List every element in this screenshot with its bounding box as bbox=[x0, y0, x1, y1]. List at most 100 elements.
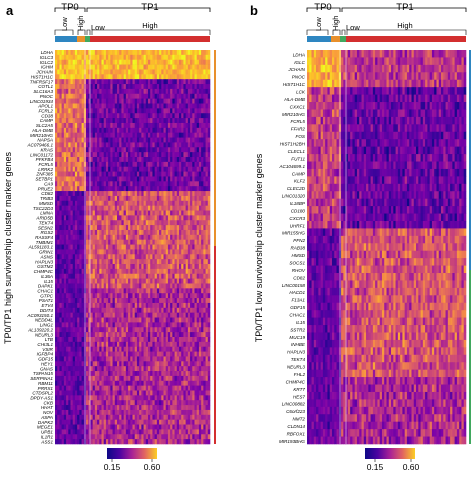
heatmap-a-cell bbox=[63, 307, 67, 313]
heatmap-a-cell bbox=[136, 210, 140, 216]
heatmap-a-cell bbox=[97, 118, 100, 124]
heatmap-a-cell bbox=[86, 356, 89, 362]
heatmap-a-cell bbox=[172, 176, 175, 182]
heatmap-a-cell bbox=[59, 317, 62, 323]
heatmap-a-cell bbox=[59, 200, 62, 206]
heatmap-a-cell bbox=[117, 293, 120, 299]
heatmap-a-cell bbox=[59, 264, 62, 270]
heatmap-a-cell bbox=[156, 84, 160, 90]
heatmap-a-cell bbox=[139, 366, 142, 372]
heatmap-a-cell bbox=[181, 268, 184, 275]
heatmap-a-cell bbox=[86, 288, 89, 294]
heatmap-a-cell bbox=[181, 171, 184, 177]
heatmap-a-cell bbox=[170, 312, 173, 318]
heatmap-a-cell bbox=[150, 205, 153, 211]
heatmap-a-cell bbox=[92, 366, 96, 372]
heatmap-a-cell bbox=[150, 98, 153, 104]
heatmap-a-cell bbox=[196, 375, 200, 382]
heatmap-a-cell bbox=[77, 361, 80, 367]
heatmap-a-cell bbox=[167, 74, 171, 80]
heatmap-a-cell bbox=[77, 79, 80, 85]
heatmap-a-cell bbox=[55, 254, 58, 260]
heatmap-a-cell bbox=[165, 98, 169, 104]
heatmap-a-cell bbox=[74, 157, 78, 163]
heatmap-a-cell bbox=[88, 317, 91, 323]
heatmap-a-cell bbox=[72, 93, 76, 99]
heatmap-a-cell bbox=[112, 200, 116, 206]
heatmap-a-cell bbox=[66, 239, 69, 245]
heatmap-a-cell bbox=[165, 79, 169, 85]
heatmap-a-cell bbox=[101, 293, 105, 299]
heatmap-a-cell bbox=[110, 327, 113, 333]
heatmap-a-cell bbox=[123, 371, 127, 377]
heatmap-a-cell bbox=[72, 336, 76, 343]
heatmap-a-cell bbox=[123, 234, 127, 240]
heatmap-a-cell bbox=[167, 50, 171, 56]
heatmap-a-cell bbox=[97, 132, 100, 138]
heatmap-a-cell bbox=[114, 215, 118, 221]
heatmap-a-cell bbox=[156, 152, 160, 158]
heatmap-a-cell bbox=[125, 380, 129, 386]
heatmap-a-cell bbox=[148, 278, 151, 284]
heatmap-a-cell bbox=[92, 132, 96, 138]
heatmap-a-cell bbox=[117, 225, 120, 231]
heatmap-a-cell bbox=[185, 205, 189, 211]
heatmap-a-cell bbox=[74, 259, 78, 265]
heatmap-a-cell bbox=[156, 215, 160, 221]
heatmap-a-cell bbox=[167, 64, 171, 70]
heatmap-a-cell bbox=[203, 98, 206, 104]
heatmap-a-cell bbox=[112, 74, 116, 80]
heatmap-a-cell bbox=[68, 322, 71, 328]
heatmap-a-cell bbox=[70, 118, 74, 124]
heatmap-a-cell bbox=[181, 244, 184, 250]
heatmap-a-cell bbox=[145, 161, 149, 168]
heatmap-a-cell bbox=[145, 137, 149, 143]
heatmap-a-cell bbox=[81, 122, 85, 129]
heatmap-a-cell bbox=[108, 327, 111, 333]
heatmap-a-cell bbox=[61, 356, 65, 362]
heatmap-a-cell bbox=[205, 195, 209, 202]
heatmap-a-cell bbox=[125, 166, 129, 172]
heatmap-a-cell bbox=[148, 341, 151, 348]
heatmap-a-cell bbox=[203, 239, 206, 245]
heatmap-a-cell bbox=[196, 351, 200, 357]
heatmap-a-cell bbox=[203, 132, 206, 138]
heatmap-a-cell bbox=[141, 268, 144, 275]
heatmap-a-cell bbox=[176, 147, 180, 153]
heatmap-a-cell bbox=[90, 229, 93, 236]
heatmap-a-cell bbox=[203, 356, 206, 362]
heatmap-a-cell bbox=[161, 93, 164, 99]
heatmap-a-cell bbox=[86, 298, 89, 304]
heatmap-a-cell bbox=[156, 351, 160, 357]
heatmap-a-cell bbox=[99, 157, 102, 163]
heatmap-a-cell bbox=[94, 312, 98, 318]
heatmap-a-cell bbox=[103, 361, 107, 367]
heatmap-a-cell bbox=[154, 375, 158, 382]
heatmap-a-cell bbox=[130, 142, 133, 148]
heatmap-a-cell bbox=[150, 176, 153, 182]
heatmap-a-cell bbox=[92, 69, 96, 75]
heatmap-a-cell bbox=[119, 200, 122, 206]
heatmap-a-cell bbox=[148, 346, 151, 352]
heatmap-a-cell bbox=[132, 273, 136, 279]
heatmap-a-cell bbox=[101, 195, 105, 202]
heatmap-a-cell bbox=[86, 79, 89, 85]
heatmap-a-cell bbox=[61, 234, 65, 240]
heatmap-a-cell bbox=[136, 171, 140, 177]
heatmap-a-cell bbox=[205, 205, 209, 211]
heatmap-a-cell bbox=[187, 254, 191, 260]
heatmap-a-cell bbox=[174, 64, 178, 70]
heatmap-a-cell bbox=[94, 69, 98, 75]
heatmap-a-cell bbox=[136, 302, 140, 309]
heatmap-a-cell bbox=[172, 103, 175, 109]
heatmap-a-cell bbox=[136, 356, 140, 362]
heatmap-a-cell bbox=[192, 264, 195, 270]
heatmap-a-cell bbox=[161, 361, 164, 367]
heatmap-a-cell bbox=[108, 293, 111, 299]
heatmap-a-cell bbox=[170, 122, 173, 129]
heatmap-a-cell bbox=[148, 254, 151, 260]
heatmap-a-cell bbox=[79, 69, 82, 75]
heatmap-a-cell bbox=[156, 332, 160, 338]
heatmap-a-cell bbox=[203, 88, 206, 95]
heatmap-a-cell bbox=[159, 191, 162, 197]
